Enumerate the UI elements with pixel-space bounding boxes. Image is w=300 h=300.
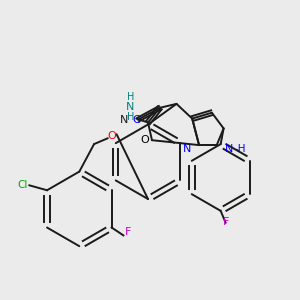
Text: N: N bbox=[225, 144, 233, 154]
Text: F: F bbox=[125, 227, 132, 237]
Text: O: O bbox=[107, 131, 116, 141]
Text: O: O bbox=[140, 135, 149, 145]
Text: Cl: Cl bbox=[17, 180, 27, 190]
Text: H: H bbox=[127, 92, 134, 102]
Text: -H: -H bbox=[234, 144, 246, 154]
Text: F: F bbox=[224, 217, 230, 226]
Text: C: C bbox=[132, 116, 140, 125]
Text: H: H bbox=[127, 112, 134, 122]
Text: N: N bbox=[120, 116, 129, 125]
Text: N: N bbox=[183, 144, 191, 154]
Text: N: N bbox=[126, 102, 135, 112]
